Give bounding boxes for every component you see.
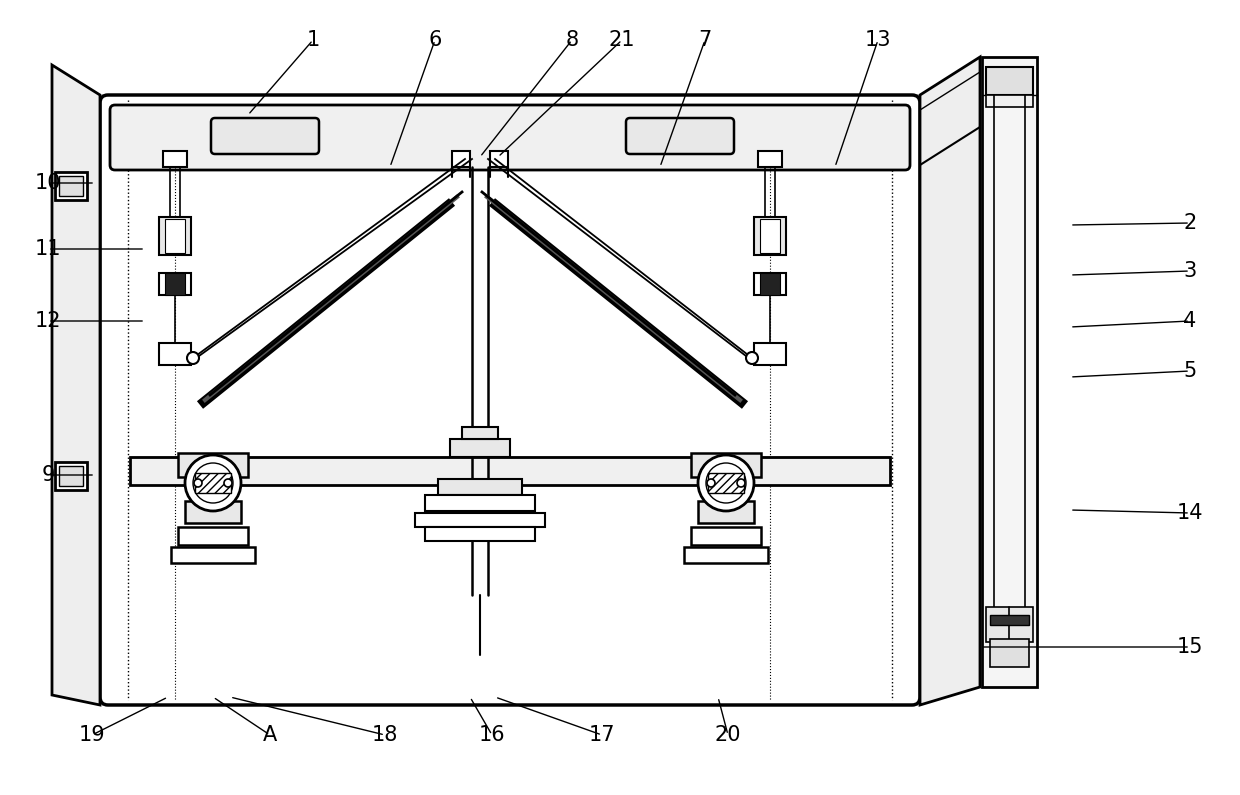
Bar (195, 473, 231, 493)
Text: 9: 9 (41, 465, 55, 485)
Bar (754, 273, 786, 295)
Text: 8: 8 (565, 30, 579, 50)
Text: 4: 4 (1183, 311, 1197, 331)
Circle shape (224, 479, 232, 487)
Text: 6: 6 (428, 30, 441, 50)
Text: 2: 2 (1183, 213, 1197, 233)
Bar (986, 95, 1033, 107)
Bar (162, 151, 187, 167)
Bar (415, 513, 546, 527)
Text: A: A (263, 725, 277, 745)
Circle shape (746, 352, 758, 364)
Bar (754, 343, 786, 365)
Bar (159, 217, 191, 255)
Bar (990, 615, 1029, 625)
Bar (115, 110, 905, 165)
Bar (55, 172, 87, 200)
Bar (179, 453, 248, 477)
Bar (758, 151, 782, 167)
Bar (986, 607, 1033, 642)
Bar (179, 527, 248, 545)
Bar (986, 67, 1033, 95)
Text: 3: 3 (1183, 261, 1197, 281)
Bar (171, 547, 255, 563)
Bar (165, 219, 185, 253)
Text: 7: 7 (698, 30, 712, 50)
Text: 16: 16 (479, 725, 506, 745)
Circle shape (737, 479, 745, 487)
Bar (159, 343, 191, 365)
Bar (450, 439, 510, 457)
Circle shape (707, 479, 715, 487)
Text: 10: 10 (35, 173, 61, 193)
Text: 1: 1 (306, 30, 320, 50)
Bar (490, 151, 508, 167)
Bar (425, 527, 534, 541)
Bar (708, 473, 744, 493)
Bar (55, 462, 87, 490)
Bar (691, 453, 761, 477)
Bar (60, 466, 83, 486)
Bar (159, 273, 191, 295)
Text: 18: 18 (372, 725, 398, 745)
FancyBboxPatch shape (110, 105, 910, 170)
Bar (185, 501, 241, 523)
Circle shape (193, 463, 233, 503)
Text: 19: 19 (78, 725, 105, 745)
Bar (760, 219, 780, 253)
Circle shape (193, 479, 202, 487)
Text: 12: 12 (35, 311, 61, 331)
Text: 5: 5 (1183, 361, 1197, 381)
Bar (982, 57, 1037, 687)
Polygon shape (920, 57, 980, 705)
Text: 13: 13 (864, 30, 892, 50)
Text: 21: 21 (609, 30, 635, 50)
FancyBboxPatch shape (100, 95, 920, 705)
Bar (438, 479, 522, 495)
Bar (165, 273, 185, 295)
Bar (453, 151, 470, 167)
Circle shape (185, 455, 241, 511)
Circle shape (706, 463, 746, 503)
Bar (754, 217, 786, 255)
FancyBboxPatch shape (211, 118, 319, 154)
Bar (760, 273, 780, 295)
Text: 15: 15 (1177, 637, 1203, 657)
Bar (463, 427, 498, 439)
Text: 14: 14 (1177, 503, 1203, 523)
Text: 17: 17 (589, 725, 615, 745)
Bar (130, 457, 890, 485)
Bar (990, 639, 1029, 667)
FancyBboxPatch shape (626, 118, 734, 154)
Circle shape (698, 455, 754, 511)
Text: 11: 11 (35, 239, 61, 259)
Bar (691, 527, 761, 545)
Bar (698, 501, 754, 523)
Bar (425, 495, 534, 511)
Bar (60, 176, 83, 196)
Polygon shape (52, 65, 100, 705)
Bar (684, 547, 768, 563)
Circle shape (187, 352, 198, 364)
Text: 20: 20 (714, 725, 742, 745)
